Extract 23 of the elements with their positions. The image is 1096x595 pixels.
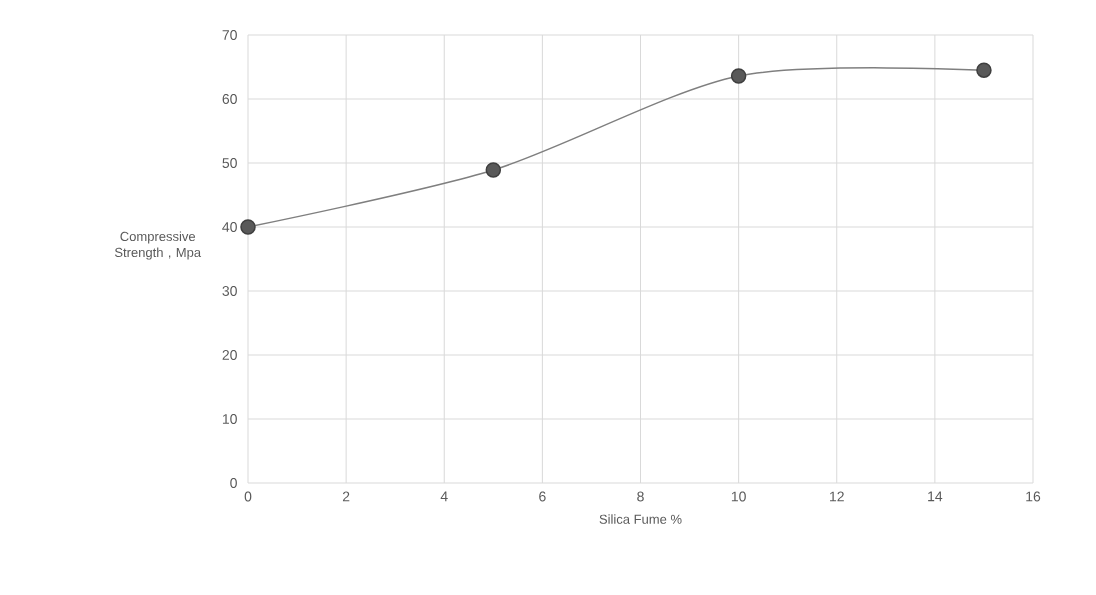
y-tick-label: 50 (222, 158, 237, 168)
y-tick-label: 10 (222, 414, 237, 424)
x-tick-label: 10 (731, 491, 746, 502)
y-tick-label: 0 (230, 478, 237, 488)
x-tick-label: 6 (539, 491, 546, 502)
y-tick-label: 40 (222, 222, 237, 232)
x-tick-label: 16 (1026, 491, 1041, 502)
x-tick-label: 8 (637, 491, 644, 502)
point (485, 162, 502, 178)
x-tick-label: 0 (244, 491, 252, 502)
x-tick-label: 14 (928, 491, 943, 502)
point (730, 68, 747, 84)
point (976, 62, 992, 78)
y-tick-label: 60 (222, 94, 237, 104)
y-tick-label: 30 (222, 286, 237, 296)
x-tick-label: 4 (440, 491, 448, 502)
point (240, 219, 256, 235)
x-axis-title: Silica Fume % (599, 514, 682, 524)
y-tick-label: 20 (222, 350, 237, 360)
x-tick-label: 2 (342, 491, 350, 502)
y-axis-title: Compressive Strength , Mpa (114, 231, 202, 260)
x-tick-label: 12 (830, 491, 844, 502)
y-tick-label: 70 (222, 30, 237, 40)
